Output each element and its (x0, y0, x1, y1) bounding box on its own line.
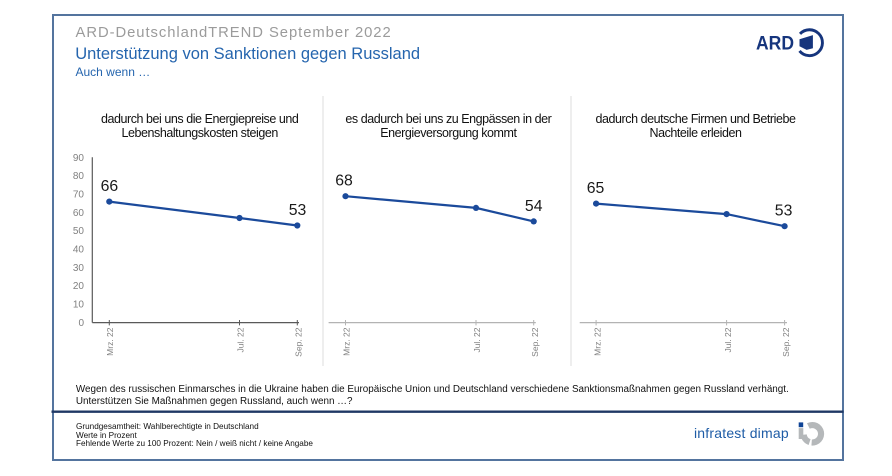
svg-text:90: 90 (73, 153, 85, 164)
svg-text:ARD: ARD (756, 32, 794, 54)
svg-text:68: 68 (335, 173, 353, 190)
svg-text:Sep. 22: Sep. 22 (530, 327, 540, 357)
svg-text:0: 0 (78, 318, 84, 329)
svg-text:Sep. 22: Sep. 22 (781, 327, 791, 357)
svg-text:Mrz. 22: Mrz. 22 (592, 327, 602, 356)
svg-text:60: 60 (73, 208, 85, 219)
svg-text:Mrz. 22: Mrz. 22 (105, 327, 115, 356)
svg-text:54: 54 (525, 198, 543, 215)
svg-text:Sep. 22: Sep. 22 (294, 327, 304, 357)
svg-text:30: 30 (73, 263, 85, 274)
svg-text:65: 65 (587, 180, 605, 197)
svg-text:53: 53 (775, 203, 793, 220)
svg-text:66: 66 (101, 178, 119, 195)
svg-text:50: 50 (73, 226, 85, 237)
svg-text:80: 80 (73, 171, 85, 182)
svg-text:20: 20 (73, 281, 85, 292)
svg-text:Jul. 22: Jul. 22 (723, 327, 733, 352)
svg-text:53: 53 (289, 202, 307, 219)
svg-text:70: 70 (73, 190, 85, 201)
svg-text:Jul. 22: Jul. 22 (472, 327, 482, 352)
svg-text:Mrz. 22: Mrz. 22 (342, 327, 352, 356)
svg-text:10: 10 (73, 300, 85, 311)
svg-text:Jul. 22: Jul. 22 (236, 327, 246, 352)
svg-text:40: 40 (73, 245, 85, 256)
